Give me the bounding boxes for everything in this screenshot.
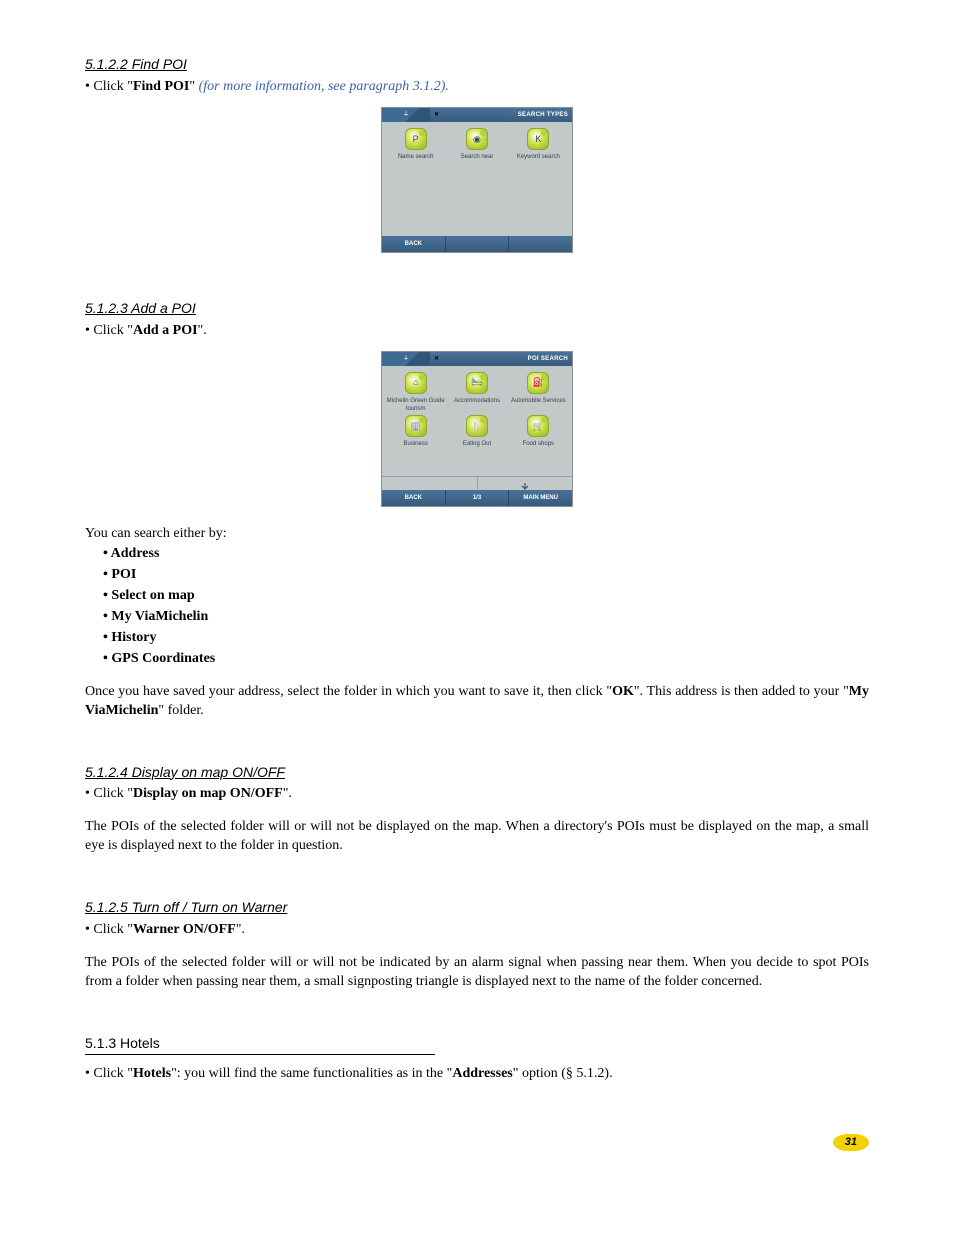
find-poi-bold: Find POI xyxy=(133,79,189,94)
text: Once you have saved your address, select… xyxy=(85,684,612,699)
text: ". This address is then added to your " xyxy=(634,684,849,699)
eating-out-cell[interactable]: 🍴 Eating Out xyxy=(447,415,506,448)
list-item: My ViaMichelin xyxy=(103,608,869,627)
cross-ref: (for more information, see paragraph 3.1… xyxy=(199,79,449,94)
device-subbar xyxy=(382,476,572,490)
device-footer: BACK xyxy=(382,236,572,252)
heading-5-1-2-2: 5.1.2.2 Find POI xyxy=(85,55,869,74)
text: ". xyxy=(283,786,292,801)
device-grid: P Name search ◉ Search near K Keyword searc… xyxy=(382,122,572,236)
add-poi-instruction: Click "Add a POI". xyxy=(85,322,869,341)
text: " option (§ 5.1.2). xyxy=(513,1066,613,1081)
page-number: 31 xyxy=(833,1134,869,1151)
device-screenshot-poi-search: ⏚ ✕ POI SEARCH ⌂ Michelin Green Guide tou… xyxy=(381,351,573,507)
scroll-down-button[interactable] xyxy=(478,477,573,490)
hotels-instruction: Click "Hotels": you will find the same f… xyxy=(85,1065,869,1084)
search-options-list: Address POI Select on map My ViaMichelin… xyxy=(103,545,869,668)
michelin-icon: ⌂ xyxy=(405,372,427,394)
keyword-search-cell[interactable]: K Keyword search xyxy=(509,128,568,161)
list-item: History xyxy=(103,629,869,648)
food-shops-cell[interactable]: 🛒 Food shops xyxy=(509,415,568,448)
subbar-spacer xyxy=(382,477,478,490)
accommodations-cell[interactable]: 🛏 Accommodations xyxy=(447,372,506,413)
business-cell[interactable]: 🏢 Business xyxy=(386,415,445,448)
text: Click " xyxy=(93,323,133,338)
text: Click " xyxy=(93,786,133,801)
device-titlebar: ⏚ ✕ POI SEARCH xyxy=(382,352,572,366)
display-on-map-bold: Display on map ON/OFF xyxy=(133,786,283,801)
display-on-map-instruction: Click "Display on map ON/OFF". xyxy=(85,785,869,804)
heading-5-1-3: 5.1.3 Hotels xyxy=(85,1034,435,1055)
text: ": you will find the same functionalitie… xyxy=(171,1066,452,1081)
display-on-map-para: The POIs of the selected folder will or … xyxy=(85,818,869,856)
name-search-cell[interactable]: P Name search xyxy=(386,128,445,161)
addresses-bold: Addresses xyxy=(452,1066,512,1081)
page-indicator: 1/3 xyxy=(446,490,510,506)
label: Accommodations xyxy=(454,397,500,405)
label: Eating Out xyxy=(463,440,491,448)
heading-5-1-2-4: 5.1.2.4 Display on map ON/OFF xyxy=(85,763,869,782)
device-titlebar: ⏚ ✕ SEARCH TYPES xyxy=(382,108,572,122)
text: Click " xyxy=(93,1066,133,1081)
footer-spacer xyxy=(509,236,572,252)
warner-para: The POIs of the selected folder will or … xyxy=(85,954,869,992)
signal-icon: ⏚ xyxy=(382,352,430,366)
arrow-down-icon xyxy=(520,478,530,488)
heading-5-1-2-5: 5.1.2.5 Turn off / Turn on Warner xyxy=(85,898,869,917)
heading-5-1-2-3: 5.1.2.3 Add a POI xyxy=(85,299,869,318)
label: Keyword search xyxy=(517,153,560,161)
hotels-bold: Hotels xyxy=(133,1066,171,1081)
business-icon: 🏢 xyxy=(405,415,427,437)
device-footer: BACK 1/3 MAIN MENU xyxy=(382,490,572,506)
label: Business xyxy=(403,440,427,448)
back-button[interactable]: BACK xyxy=(382,490,446,506)
warner-bold: Warner ON/OFF xyxy=(133,922,236,937)
back-button[interactable]: BACK xyxy=(382,236,446,252)
ok-bold: OK xyxy=(612,684,634,699)
eating-out-icon: 🍴 xyxy=(466,415,488,437)
close-icon: ✕ xyxy=(434,111,439,119)
label: Food shops xyxy=(523,440,554,448)
save-address-para: Once you have saved your address, select… xyxy=(85,683,869,721)
text: Click " xyxy=(93,922,133,937)
page-number-container: 31 xyxy=(85,1133,869,1152)
list-item: GPS Coordinates xyxy=(103,650,869,669)
search-intro: You can search either by: xyxy=(85,525,869,544)
close-icon: ✕ xyxy=(434,355,439,363)
search-near-cell[interactable]: ◉ Search near xyxy=(447,128,506,161)
text: ". xyxy=(198,323,207,338)
device-title: SEARCH TYPES xyxy=(518,111,568,119)
text: " folder. xyxy=(158,703,203,718)
michelin-cell[interactable]: ⌂ Michelin Green Guide tourism xyxy=(386,372,445,413)
list-item: Address xyxy=(103,545,869,564)
accommodations-icon: 🛏 xyxy=(466,372,488,394)
list-item: Select on map xyxy=(103,587,869,606)
label: Automobile Services xyxy=(511,397,566,405)
label: Michelin Green Guide tourism xyxy=(386,397,445,413)
add-poi-bold: Add a POI xyxy=(133,323,198,338)
food-shops-icon: 🛒 xyxy=(527,415,549,437)
main-menu-button[interactable]: MAIN MENU xyxy=(509,490,572,506)
find-poi-instruction: Click "Find POI" (for more information, … xyxy=(85,78,869,97)
footer-spacer xyxy=(446,236,510,252)
search-near-icon: ◉ xyxy=(466,128,488,150)
auto-services-icon: ⛽ xyxy=(527,372,549,394)
warner-instruction: Click "Warner ON/OFF". xyxy=(85,921,869,940)
name-search-icon: P xyxy=(405,128,427,150)
label: Search near xyxy=(461,153,494,161)
device-screenshot-search-types: ⏚ ✕ SEARCH TYPES P Name search ◉ Search ne… xyxy=(381,107,573,253)
device-title: POI SEARCH xyxy=(528,355,568,363)
auto-services-cell[interactable]: ⛽ Automobile Services xyxy=(509,372,568,413)
device-grid: ⌂ Michelin Green Guide tourism 🛏 Accommoda… xyxy=(382,366,572,476)
text: " xyxy=(189,79,198,94)
list-item: POI xyxy=(103,566,869,585)
label: Name search xyxy=(398,153,434,161)
text: Click " xyxy=(93,79,133,94)
signal-icon: ⏚ xyxy=(382,108,430,122)
keyword-search-icon: K xyxy=(527,128,549,150)
text: ". xyxy=(236,922,245,937)
